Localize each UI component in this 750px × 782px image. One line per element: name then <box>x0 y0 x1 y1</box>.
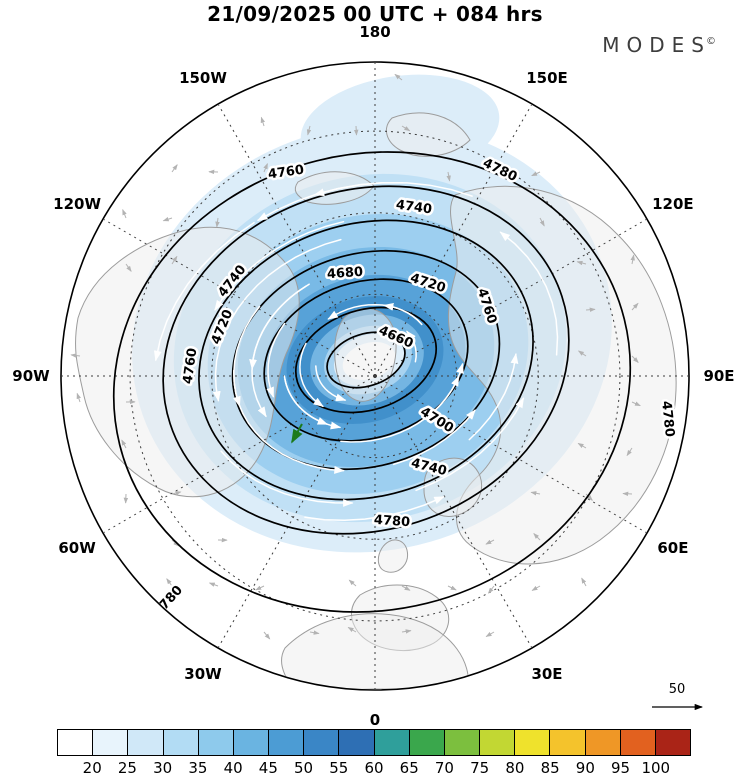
colorbar-tick-label: 45 <box>258 759 278 777</box>
lon-label-60E: 60E <box>657 539 688 557</box>
colorbar-segment <box>304 730 340 755</box>
colorbar-segment <box>585 730 621 755</box>
colorbar-tick-label: 30 <box>153 759 173 777</box>
reference-arrow: 50 <box>652 682 704 711</box>
colorbar-tick-label: 25 <box>117 759 137 777</box>
colorbar-segment <box>655 730 691 755</box>
weak-wind-arrows <box>70 73 641 640</box>
colorbar-tick-label: 50 <box>294 759 314 777</box>
colorbar-segment <box>374 730 410 755</box>
coastlines <box>75 112 677 689</box>
lon-label-30W: 30W <box>184 665 222 683</box>
colorbar-segment <box>444 730 481 755</box>
colorbar-segment <box>58 730 94 755</box>
colorbar-segment <box>233 730 270 755</box>
colorbar-segment <box>339 730 375 755</box>
lon-label-60W: 60W <box>58 539 96 557</box>
colorbar-tick-label: 75 <box>470 759 490 777</box>
longitude-labels: 180 150E 120E 90E 60E 30E 0 30W 60W 90W 120W 150W <box>12 23 734 729</box>
colorbar-tick-label: 20 <box>82 759 102 777</box>
colorbar-tick-label: 35 <box>188 759 208 777</box>
colorbar-segment <box>269 730 305 755</box>
colorbar-tick-label: 60 <box>364 759 384 777</box>
colorbar-segment <box>163 730 199 755</box>
colorbar-segment <box>480 730 516 755</box>
lon-label-0: 0 <box>370 711 380 729</box>
colorbar-segment <box>620 730 656 755</box>
lon-label-180: 180 <box>359 23 390 41</box>
colorbar-segment <box>515 730 551 755</box>
contour-label: 4680 <box>326 265 363 282</box>
contour-label: 4780 <box>658 400 677 438</box>
lon-label-150E: 150E <box>526 69 568 87</box>
colorbar <box>57 729 691 756</box>
wind-streamlines <box>153 181 559 522</box>
chart-title: 21/09/2025 00 UTC + 084 hrs <box>207 2 543 26</box>
map-boundary <box>60 61 690 691</box>
colorbar-segment <box>550 730 586 755</box>
green-arrow <box>291 423 303 444</box>
colorbar-tick-label: 90 <box>575 759 595 777</box>
reference-arrow-label: 50 <box>669 682 686 697</box>
colorbar-tick-label: 55 <box>329 759 349 777</box>
lon-label-120W: 120W <box>53 195 101 213</box>
lon-label-90W: 90W <box>12 367 50 385</box>
colorbar-tick-label: 40 <box>223 759 243 777</box>
contour-label: 4780 <box>373 513 410 530</box>
colorbar-segment <box>93 730 129 755</box>
colorbar-segment <box>409 730 445 755</box>
lon-label-150W: 150W <box>179 69 227 87</box>
lon-label-30E: 30E <box>531 665 562 683</box>
lon-label-120E: 120E <box>652 195 694 213</box>
height-contours <box>112 151 632 613</box>
colorbar-segment <box>128 730 164 755</box>
colorbar-segment <box>198 730 234 755</box>
modes-logo-text: MODES <box>602 33 711 57</box>
lon-label-90E: 90E <box>703 367 734 385</box>
colorbar-tick-label: 100 <box>641 759 671 777</box>
colorbar-tick-label: 95 <box>611 759 631 777</box>
colorbar-tick-label: 70 <box>434 759 454 777</box>
colorbar-tick-label: 80 <box>505 759 525 777</box>
modes-logo: MODES© <box>602 33 716 57</box>
colorbar-tick-label: 85 <box>540 759 560 777</box>
modes-logo-mark: © <box>706 36 716 48</box>
colorbar-tick-label: 65 <box>399 759 419 777</box>
